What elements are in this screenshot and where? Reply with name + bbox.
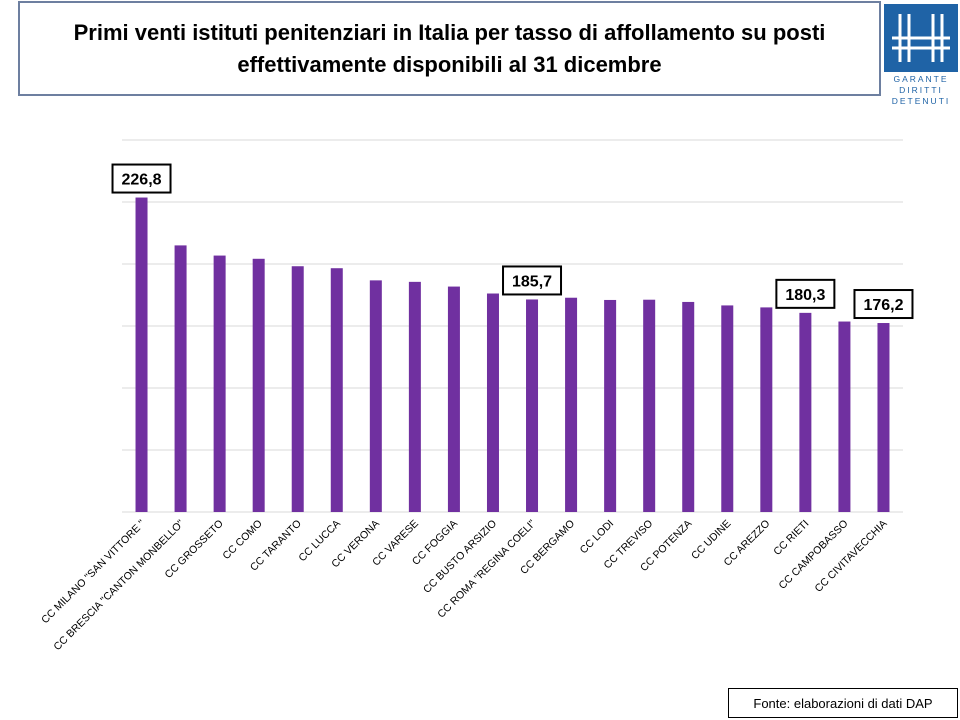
- bar: [721, 305, 734, 512]
- data-label: 185,7: [512, 273, 552, 290]
- bar: [213, 255, 226, 512]
- garante-logo-icon: [884, 4, 958, 72]
- bar: [486, 293, 499, 512]
- data-label-box: [775, 278, 836, 309]
- bar: [408, 281, 421, 512]
- x-tick-label: CC CAMPOBASSO: [776, 518, 850, 592]
- bar: [682, 301, 695, 512]
- data-label-box: [853, 289, 914, 320]
- data-label-box: [502, 265, 563, 296]
- logo-text: GARANTE DIRITTI DETENUTI: [884, 74, 958, 107]
- x-tick-label: CC LODI: [578, 518, 617, 557]
- bar: [565, 297, 578, 512]
- bar: [135, 197, 148, 512]
- bar: [760, 307, 773, 512]
- bar: [604, 299, 617, 512]
- x-tick-label: CC BUSTO ARSIZIO: [421, 518, 499, 596]
- x-tick-label: CC RIETI: [771, 518, 811, 558]
- chart-title: Primi venti istituti penitenziari in Ita…: [73, 19, 826, 77]
- x-tick-label: CC CIVITAVECCHIA: [812, 518, 889, 595]
- logo-line: GARANTE: [893, 74, 949, 84]
- bar: [877, 323, 890, 512]
- bar: [330, 268, 343, 512]
- bar: [799, 312, 812, 512]
- bar: [369, 280, 382, 512]
- garante-logo: GARANTE DIRITTI DETENUTI: [884, 4, 958, 108]
- data-label: 226,8: [122, 172, 162, 189]
- logo-line: DIRITTI: [899, 85, 943, 95]
- bar: [291, 266, 304, 512]
- bar: [174, 245, 187, 512]
- title-box: Primi venti istituti penitenziari in Ita…: [18, 1, 881, 96]
- logo-line: DETENUTI: [891, 96, 951, 106]
- data-label-box: [111, 163, 172, 194]
- bar: [643, 299, 656, 512]
- data-label: 176,2: [863, 297, 903, 314]
- bar: [526, 299, 539, 512]
- source-note: Fonte: elaborazioni di dati DAP: [728, 688, 958, 718]
- bar: [838, 321, 851, 512]
- data-label: 180,3: [785, 287, 825, 304]
- bar: [252, 258, 265, 512]
- bar-chart: CC MILANO "SAN VITTORE "CC BRESCIA "CANT…: [39, 139, 914, 653]
- bar: [447, 286, 460, 512]
